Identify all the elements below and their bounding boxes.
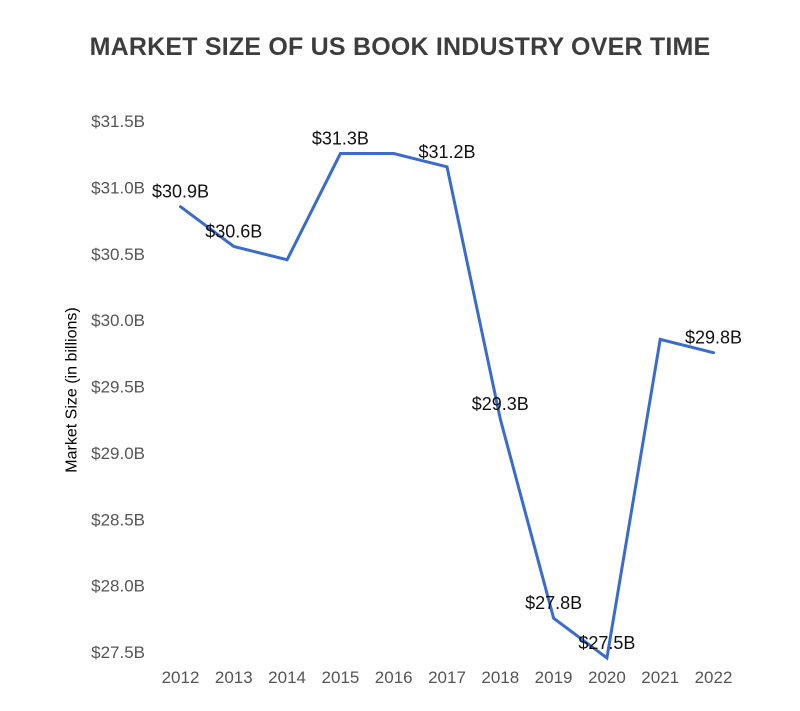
data-point-label: $29.8B — [685, 328, 742, 348]
data-point-label: $29.3B — [472, 394, 529, 414]
y-tick-label: $31.0B — [91, 178, 145, 197]
x-axis-tick-labels: 2012 2013 2014 2015 2016 2017 2018 2019 2020 2021… — [162, 668, 733, 687]
data-point-label: $31.3B — [312, 129, 369, 149]
y-tick-label: $27.5B — [91, 643, 145, 662]
x-tick-label: 2019 — [535, 668, 573, 687]
y-tick-label: $28.0B — [91, 577, 145, 596]
x-tick-label: 2022 — [695, 668, 733, 687]
x-tick-label: 2018 — [481, 668, 519, 687]
x-tick-label: 2016 — [375, 668, 413, 687]
data-point-label: $27.5B — [578, 633, 635, 653]
data-point-label: $30.9B — [152, 182, 209, 202]
y-tick-label: $30.0B — [91, 311, 145, 330]
x-tick-label: 2015 — [321, 668, 359, 687]
y-tick-label: $29.5B — [91, 378, 145, 397]
data-point-label: $27.8B — [525, 593, 582, 613]
y-tick-label: $30.5B — [91, 245, 145, 264]
y-tick-label: $28.5B — [91, 510, 145, 529]
x-tick-label: 2012 — [162, 668, 200, 687]
series-line — [179, 152, 715, 661]
data-point-label: $30.6B — [205, 221, 262, 241]
x-tick-label: 2013 — [215, 668, 253, 687]
y-tick-label: $31.5B — [91, 112, 145, 131]
x-tick-label: 2017 — [428, 668, 466, 687]
y-axis-title: Market Size (in billions) — [64, 307, 81, 472]
y-axis-tick-labels: $31.5B $31.0B $30.5B $30.0B $29.5B $29.0B $28.… — [91, 112, 145, 662]
chart-title: MARKET SIZE OF US BOOK INDUSTRY OVER TIM… — [89, 33, 711, 61]
x-tick-label: 2021 — [641, 668, 679, 687]
data-point-labels: $30.9B $30.6B $31.3B $31.2B $29.3B $27.8B $27.… — [152, 129, 742, 653]
y-tick-label: $29.0B — [91, 444, 145, 463]
data-point-label: $31.2B — [418, 142, 475, 162]
x-tick-label: 2020 — [588, 668, 626, 687]
x-tick-label: 2014 — [268, 668, 306, 687]
